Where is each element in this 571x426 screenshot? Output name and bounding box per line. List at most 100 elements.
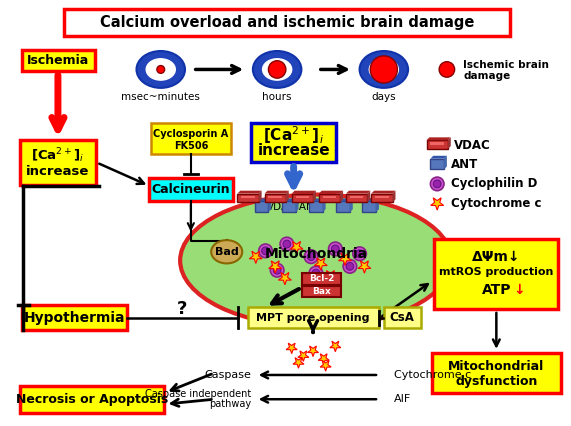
Polygon shape	[339, 253, 352, 265]
Text: days: days	[372, 92, 396, 102]
Text: [Ca$^{2+}$]$_i$: [Ca$^{2+}$]$_i$	[31, 147, 85, 165]
Polygon shape	[259, 191, 262, 202]
Polygon shape	[268, 199, 271, 212]
Bar	[296, 196, 309, 199]
Ellipse shape	[136, 51, 185, 88]
Polygon shape	[286, 343, 297, 354]
Polygon shape	[296, 199, 299, 212]
Text: msec~minutes: msec~minutes	[121, 92, 200, 102]
Circle shape	[274, 266, 281, 274]
Polygon shape	[336, 199, 353, 201]
Bar	[248, 307, 379, 328]
Text: hours: hours	[263, 92, 292, 102]
Polygon shape	[324, 271, 337, 283]
Text: Mitochondria: Mitochondria	[264, 247, 368, 261]
Circle shape	[353, 247, 367, 261]
Bar	[292, 193, 313, 202]
Ellipse shape	[360, 51, 408, 88]
Bar	[22, 305, 127, 331]
Bar	[435, 239, 558, 309]
Circle shape	[157, 66, 164, 73]
Text: AIF: AIF	[393, 394, 411, 404]
Text: Cyclosporin A: Cyclosporin A	[153, 130, 228, 139]
Polygon shape	[340, 191, 343, 202]
Ellipse shape	[180, 195, 452, 326]
Circle shape	[431, 177, 444, 191]
Circle shape	[346, 262, 354, 270]
Polygon shape	[367, 191, 370, 202]
Text: Calcineurin: Calcineurin	[151, 183, 230, 196]
Ellipse shape	[253, 51, 301, 88]
Bar	[255, 201, 268, 212]
Ellipse shape	[369, 59, 399, 80]
Ellipse shape	[211, 240, 242, 263]
Bar	[20, 386, 164, 413]
Bar	[336, 201, 350, 212]
Bar	[350, 196, 364, 199]
Polygon shape	[290, 242, 303, 254]
Ellipse shape	[263, 59, 292, 80]
Text: Cyclophilin D: Cyclophilin D	[451, 177, 537, 190]
Text: Cytochrome c: Cytochrome c	[393, 370, 471, 380]
Circle shape	[331, 245, 339, 253]
Bar	[149, 178, 232, 201]
Text: Bax: Bax	[312, 287, 331, 296]
Circle shape	[309, 266, 323, 280]
Text: Caspase: Caspase	[204, 370, 251, 380]
Polygon shape	[293, 358, 304, 368]
Polygon shape	[323, 199, 325, 212]
Bar	[303, 286, 341, 297]
Polygon shape	[238, 191, 262, 193]
Text: ANT: ANT	[451, 158, 478, 171]
Text: Cytochrome c: Cytochrome c	[451, 197, 541, 210]
Circle shape	[307, 253, 315, 261]
Text: ?: ?	[177, 300, 187, 318]
Polygon shape	[320, 360, 331, 371]
Text: VDAC: VDAC	[454, 138, 490, 152]
Text: increase: increase	[26, 165, 90, 178]
Polygon shape	[282, 199, 299, 201]
Bar	[431, 158, 444, 170]
Bar	[268, 196, 282, 199]
Polygon shape	[431, 156, 447, 158]
Polygon shape	[319, 191, 343, 193]
Circle shape	[304, 250, 318, 263]
Bar	[432, 353, 561, 393]
Polygon shape	[376, 199, 379, 212]
Circle shape	[280, 237, 293, 251]
Bar	[375, 196, 389, 199]
Polygon shape	[255, 199, 271, 201]
Polygon shape	[286, 191, 289, 202]
Bar	[238, 193, 259, 202]
Bar	[251, 123, 336, 161]
Text: Hypothermia: Hypothermia	[23, 311, 125, 325]
Polygon shape	[448, 137, 451, 149]
Text: pathway: pathway	[209, 399, 251, 409]
Polygon shape	[298, 351, 309, 361]
Polygon shape	[269, 261, 282, 273]
Bar	[371, 193, 393, 202]
Text: ATP: ATP	[481, 282, 511, 296]
Text: CsA: CsA	[390, 311, 415, 324]
Text: Ischemic brain: Ischemic brain	[464, 60, 549, 69]
Bar	[363, 201, 376, 212]
Text: Necrosis or Apoptosis: Necrosis or Apoptosis	[16, 393, 168, 406]
Bar	[319, 193, 340, 202]
Bar	[282, 201, 296, 212]
Circle shape	[343, 259, 357, 273]
Bar	[384, 307, 421, 328]
Bar	[309, 201, 323, 212]
Bar	[346, 193, 367, 202]
Bar	[323, 196, 336, 199]
Text: mtROS production: mtROS production	[439, 267, 553, 277]
Circle shape	[270, 263, 284, 277]
Bar	[264, 193, 286, 202]
Polygon shape	[371, 191, 396, 193]
Text: Calcium overload and ischemic brain damage: Calcium overload and ischemic brain dama…	[100, 15, 474, 30]
Polygon shape	[358, 261, 371, 273]
Bar	[20, 140, 96, 185]
Polygon shape	[350, 199, 353, 212]
Circle shape	[312, 269, 320, 277]
Polygon shape	[393, 191, 396, 202]
Ellipse shape	[146, 59, 175, 80]
